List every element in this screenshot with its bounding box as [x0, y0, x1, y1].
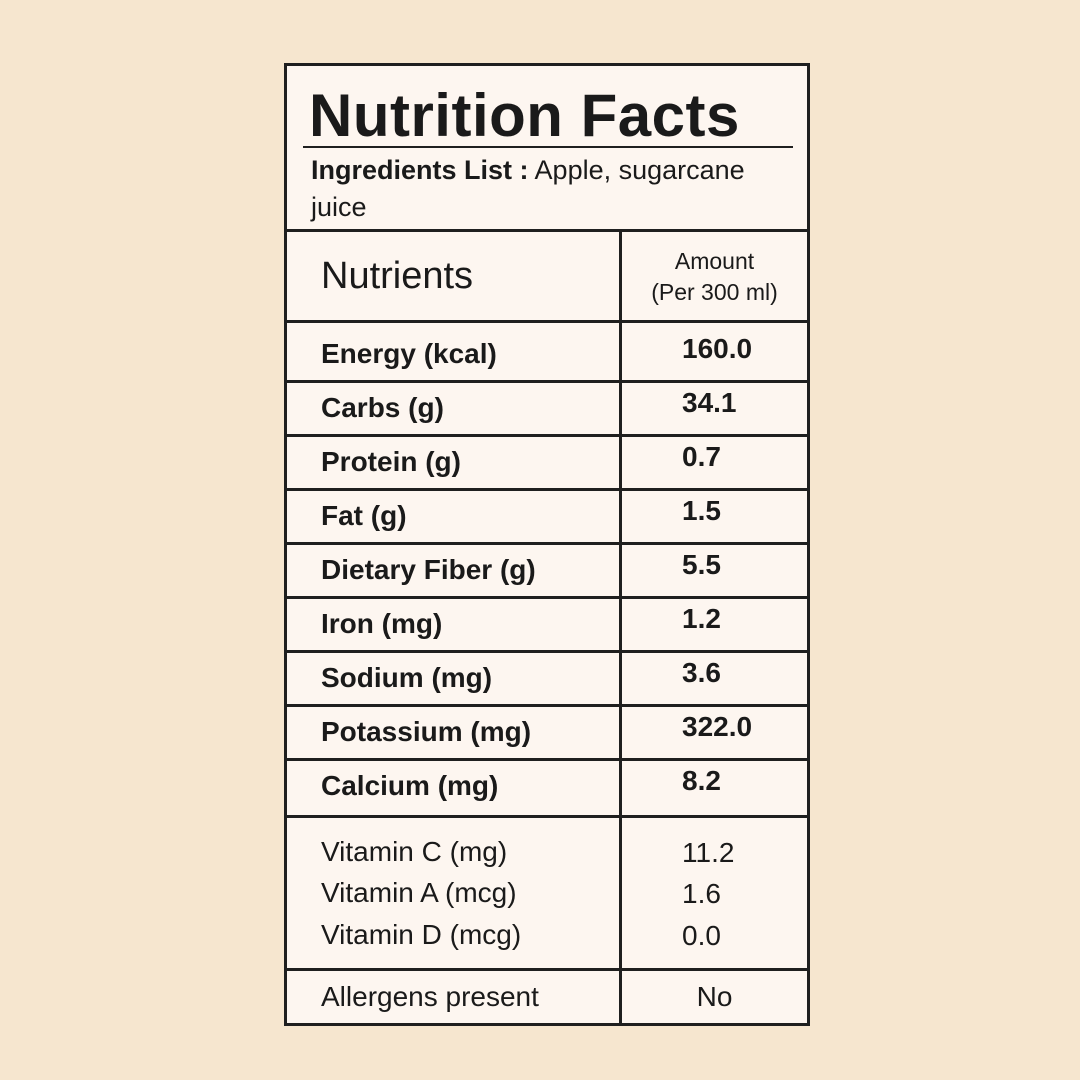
ingredients-label: Ingredients List : — [311, 155, 529, 185]
row-value-fat: 1.5 — [682, 495, 721, 526]
title-divider — [303, 146, 793, 148]
row-value-protein: 0.7 — [682, 441, 721, 472]
row-name-fiber: Dietary Fiber (g) — [321, 554, 536, 585]
divider — [287, 704, 807, 707]
row-name-potassium: Potassium (mg) — [321, 716, 532, 747]
row-value-vitamin-d: 0.0 — [682, 920, 721, 951]
row-name-protein: Protein (g) — [321, 446, 461, 477]
row-value-vitamin-a: 1.6 — [682, 878, 721, 909]
row-value-carbs: 34.1 — [682, 387, 737, 418]
row-name-vitamin-a: Vitamin A (mcg) — [321, 877, 517, 908]
row-name-vitamin-d: Vitamin D (mcg) — [321, 919, 522, 950]
row-name-calcium: Calcium (mg) — [321, 770, 499, 801]
ingredients-value: Apple, sugarcane juice — [311, 155, 745, 222]
row-value-iron: 1.2 — [682, 603, 721, 634]
amount-header-line2: (Per 300 ml) — [651, 279, 778, 305]
row-name-sodium: Sodium (mg) — [321, 662, 493, 693]
row-name-carbs: Carbs (g) — [321, 392, 444, 423]
divider — [287, 380, 807, 383]
divider — [287, 650, 807, 653]
column-divider — [619, 229, 622, 1023]
row-value-sodium: 3.6 — [682, 657, 721, 688]
allergens-value: No — [696, 981, 733, 1012]
allergens-label: Allergens present — [321, 981, 539, 1012]
row-value-energy: 160.0 — [682, 333, 753, 364]
row-name-iron: Iron (mg) — [321, 608, 443, 639]
divider — [287, 758, 807, 761]
nutrition-facts-label: Nutrition Facts Ingredients List : Apple… — [284, 63, 810, 1026]
row-value-fiber: 5.5 — [682, 549, 721, 580]
divider — [287, 596, 807, 599]
row-value-calcium: 8.2 — [682, 765, 721, 796]
divider — [287, 815, 807, 818]
nutrients-header: Nutrients — [321, 255, 474, 297]
divider — [287, 488, 807, 491]
row-value-potassium: 322.0 — [682, 711, 753, 742]
ingredients-list: Ingredients List : Apple, sugarcane juic… — [311, 152, 781, 226]
divider — [287, 434, 807, 437]
row-name-energy: Energy (kcal) — [321, 338, 497, 369]
divider — [287, 968, 807, 971]
row-name-vitamin-c: Vitamin C (mg) — [321, 836, 508, 867]
row-name-fat: Fat (g) — [321, 500, 407, 531]
page-title: Nutrition Facts — [309, 82, 740, 149]
amount-header-line1: Amount — [674, 248, 755, 274]
divider — [287, 542, 807, 545]
divider — [287, 320, 807, 323]
amount-header: Amount (Per 300 ml) — [622, 246, 807, 308]
row-value-vitamin-c: 11.2 — [682, 837, 735, 868]
divider — [287, 229, 807, 232]
